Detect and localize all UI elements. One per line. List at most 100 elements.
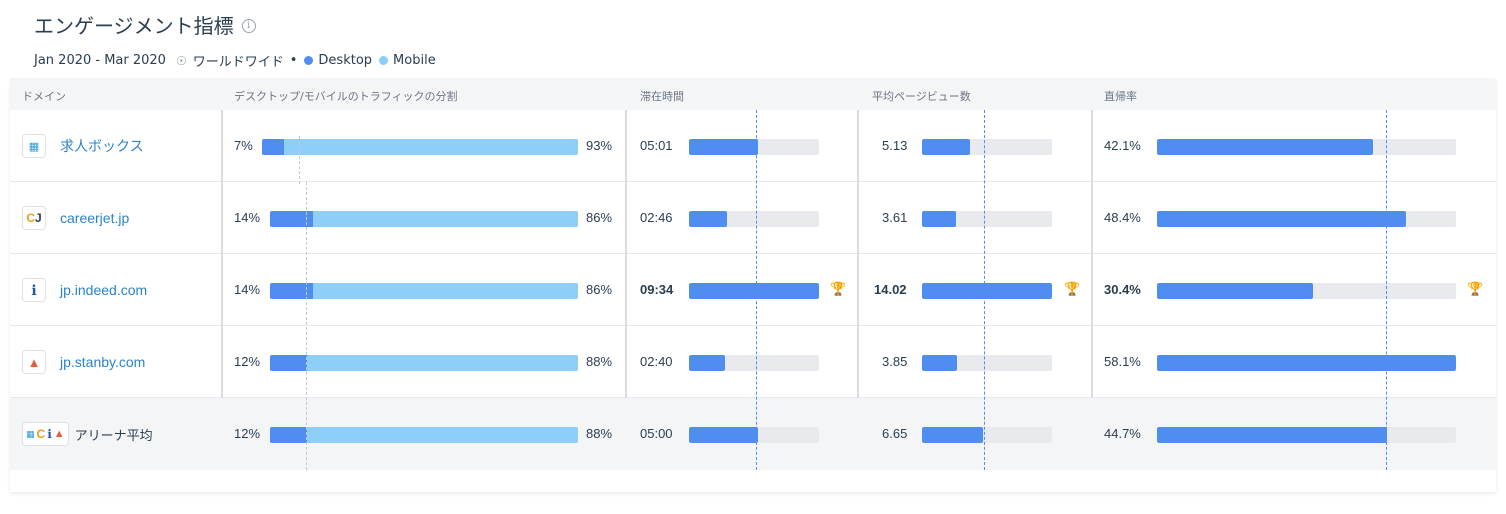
average-duration-line — [756, 110, 757, 470]
desktop-share: 12% — [234, 354, 261, 369]
pages-bar-fill — [922, 427, 984, 443]
bounce-bar[interactable] — [1157, 355, 1456, 371]
bounce-value: 58.1% — [1104, 354, 1141, 369]
mobile-segment — [306, 355, 578, 371]
domain-link[interactable]: careerjet.jp — [60, 210, 130, 226]
arena-icons: ▦ C ℹ ▲ — [22, 422, 69, 446]
bounce-bar[interactable] — [1157, 427, 1456, 443]
pages-value: 5.13 — [882, 138, 908, 153]
duration-bar[interactable] — [689, 211, 819, 227]
duration-bar[interactable] — [689, 283, 819, 299]
info-icon[interactable]: i — [241, 19, 256, 33]
desktop-legend-label: Desktop — [318, 53, 373, 68]
duration-bar[interactable] — [689, 427, 819, 443]
table-header: ドメイン デスクトップ/モバイルのトラフィックの分割 滞在時間 平均ページビュー… — [10, 78, 1496, 110]
bounce-value: 44.7% — [1104, 426, 1141, 441]
bounce-bar-fill — [1157, 427, 1388, 443]
mobile-share: 86% — [586, 282, 613, 297]
pages-bar[interactable] — [922, 427, 1052, 443]
indeed-icon: ℹ — [47, 427, 52, 441]
duration-bar-fill — [689, 211, 727, 227]
bounce-bar-fill — [1157, 355, 1456, 371]
domain-link[interactable]: jp.indeed.com — [60, 282, 148, 298]
duration-value: 02:40 — [640, 354, 673, 369]
table-row: ▦ 求人ボックス 7% 93% 05:01 5.13 — [10, 110, 1496, 182]
duration-value: 02:46 — [640, 210, 673, 225]
date-range: Jan 2020 - Mar 2020 — [34, 53, 166, 68]
pages-value: 3.61 — [882, 210, 908, 225]
duration-bar-fill — [689, 139, 758, 155]
trophy-icon: 🏆 — [1064, 281, 1081, 296]
traffic-split-bar[interactable] — [270, 211, 578, 227]
domain-link[interactable]: 求人ボックス — [60, 138, 144, 154]
desktop-segment — [270, 211, 314, 227]
column-divider — [857, 110, 859, 398]
pages-value: 6.65 — [882, 426, 908, 441]
desktop-share: 14% — [234, 282, 261, 297]
arena-average-label: アリーナ平均 — [74, 428, 153, 444]
indeed-icon: ℹ — [22, 278, 46, 302]
duration-bar[interactable] — [689, 139, 819, 155]
pages-bar-fill — [922, 355, 958, 371]
stanby-icon: ▲ — [53, 428, 65, 440]
mobile-share: 86% — [586, 210, 613, 225]
col-header-bounce[interactable]: 直帰率 — [1104, 90, 1137, 103]
pages-bar[interactable] — [922, 283, 1052, 299]
bounce-bar-fill — [1157, 283, 1314, 299]
bounce-value: 42.1% — [1104, 138, 1141, 153]
pages-bar-fill — [922, 283, 1052, 299]
domain-link[interactable]: jp.stanby.com — [60, 354, 146, 370]
duration-bar-fill — [689, 283, 819, 299]
mobile-share: 88% — [586, 426, 613, 441]
duration-value: 05:01 — [640, 138, 673, 153]
pages-bar[interactable] — [922, 139, 1052, 155]
col-header-pages[interactable]: 平均ページビュー数 — [872, 90, 971, 103]
col-header-domain[interactable]: ドメイン — [22, 90, 66, 103]
col-header-duration[interactable]: 滞在時間 — [640, 90, 684, 103]
pages-value: 3.85 — [882, 354, 908, 369]
bounce-bar[interactable] — [1157, 139, 1456, 155]
bounce-bar[interactable] — [1157, 211, 1456, 227]
average-pages-line — [984, 110, 985, 470]
duration-value: 09:34 — [640, 282, 674, 297]
domain-cell: ▦ 求人ボックス — [22, 134, 144, 158]
mobile-legend-dot — [379, 56, 389, 65]
col-header-split[interactable]: デスクトップ/モバイルのトラフィックの分割 — [234, 90, 458, 103]
bounce-bar-fill — [1157, 211, 1407, 227]
traffic-split-bar[interactable] — [270, 427, 578, 443]
pages-bar[interactable] — [922, 355, 1052, 371]
traffic-split-bar[interactable] — [270, 355, 578, 371]
widget-title: エンゲージメント指標 — [34, 14, 234, 38]
trophy-icon: 🏆 — [1467, 281, 1484, 296]
traffic-split-bar[interactable] — [270, 283, 578, 299]
bounce-value: 30.4% — [1104, 282, 1141, 297]
domain-cell: ▲ jp.stanby.com — [22, 350, 145, 374]
mobile-segment — [313, 283, 578, 299]
duration-bar[interactable] — [689, 355, 819, 371]
separator-bullet: • — [289, 53, 298, 68]
mobile-segment — [284, 139, 578, 155]
mobile-segment — [313, 211, 578, 227]
desktop-segment — [270, 355, 307, 371]
duration-value: 05:00 — [640, 426, 673, 441]
globe-icon: ☉ — [175, 53, 187, 68]
traffic-split-bar[interactable] — [262, 139, 578, 155]
domain-cell: ℹ jp.indeed.com — [22, 278, 147, 302]
widget-header: エンゲージメント指標 i Jan 2020 - Mar 2020 ☉ ワールドワ… — [34, 10, 436, 70]
desktop-segment — [270, 283, 314, 299]
pages-bar-fill — [922, 211, 956, 227]
desktop-share: 7% — [234, 138, 253, 153]
desktop-share: 14% — [234, 210, 261, 225]
duration-bar-fill — [689, 427, 758, 443]
column-divider — [1091, 110, 1093, 398]
engagement-table: ドメイン デスクトップ/モバイルのトラフィックの分割 滞在時間 平均ページビュー… — [10, 78, 1496, 492]
bounce-value: 48.4% — [1104, 210, 1141, 225]
column-divider — [221, 110, 223, 398]
bounce-bar[interactable] — [1157, 283, 1456, 299]
pages-value: 14.02 — [874, 282, 907, 297]
mobile-share: 93% — [586, 138, 613, 153]
pages-bar[interactable] — [922, 211, 1052, 227]
